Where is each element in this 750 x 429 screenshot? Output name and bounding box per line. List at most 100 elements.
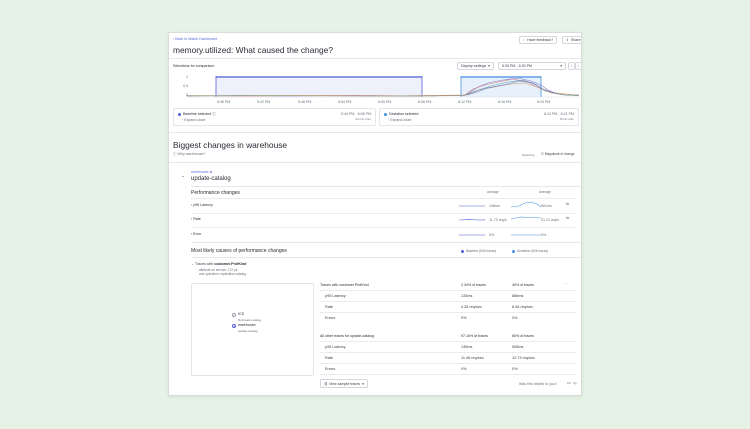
chevron-right-icon: › (191, 217, 194, 221)
table1-row-label: Errors (325, 316, 336, 320)
chevron-down-icon: ▾ (362, 381, 364, 386)
chevron-left-icon: ‹ (570, 64, 573, 68)
baseline-average-header: Average (487, 190, 499, 194)
legend-deviation-swatch (512, 249, 515, 253)
rate-sparkline (459, 216, 542, 221)
table2-row-deviation: 0% (512, 367, 518, 371)
table2-col-deviation: 60% of traces (512, 334, 534, 338)
flow-node-circle (232, 313, 236, 317)
x-tick: 6:12 PM (458, 100, 472, 104)
display-settings-select[interactable]: Display settings ▾ (457, 62, 494, 70)
share-button[interactable]: ⇪ Share (562, 36, 581, 44)
deviation-time: 6:13 PM - 6:21 PM (544, 112, 574, 116)
baseline-time: 5:44 PM - 6:08 PM (341, 112, 371, 116)
baseline-selection-area (216, 76, 422, 97)
chevron-right-icon: › (388, 118, 391, 122)
chevron-right-icon: › (182, 118, 185, 122)
compare-icon[interactable]: ⇆ (566, 216, 570, 220)
external-link-icon: ⧉ (208, 170, 213, 174)
sort-select[interactable]: ☰ Magnitude of change (541, 152, 575, 156)
sort-icon: ☰ (541, 152, 545, 156)
more-options-icon[interactable]: ··· (565, 282, 569, 286)
table1-row-deviation: 8.46 req/sec (512, 305, 533, 309)
chevron-right-icon: › (191, 203, 194, 207)
y-tick: 0.5 (183, 84, 188, 88)
table2-row-label: p95 Latency (325, 345, 346, 349)
x-tick: 6:06 PM (418, 100, 432, 104)
service-link[interactable]: warehouse ⧉ (191, 170, 213, 174)
deviation-selection-area (461, 76, 541, 97)
flow-node-warehouse-sub: update-catalog (238, 329, 258, 333)
legend-baseline-swatch (461, 249, 464, 253)
traces-icon: ⇶ (324, 381, 328, 386)
collapse-chevron-icon[interactable]: ⌄ (181, 173, 185, 178)
why-warehouse-link[interactable]: ⓘ Why warehouse? (173, 152, 206, 156)
help-icon: ⓘ (173, 152, 178, 156)
error-deviation-value: 0% (541, 233, 547, 237)
x-tick: 5:48 PM (298, 100, 312, 104)
deviation-expand-link[interactable]: › Expand chart (388, 118, 412, 122)
flow-node-ics-sub: ReCreate catalog (238, 318, 262, 322)
baseline-dot (178, 112, 181, 116)
legend-baseline: Baseline (534 traces) (461, 249, 496, 253)
table2-header: All other traces for update-catalog (320, 334, 374, 338)
x-tick: 5:42 PM (257, 100, 271, 104)
table2-row-label: Rate (325, 356, 334, 360)
table1-row-deviation: 0% (512, 316, 518, 320)
table1-col-baseline: 2.34% of traces (461, 283, 486, 287)
analysis-card: ‹ Back to Watch Dashboard memory.utilize… (168, 32, 582, 396)
chevron-right-icon: › (191, 232, 194, 236)
share-icon: ⇪ (566, 38, 570, 42)
prev-range-button[interactable]: ‹ (568, 62, 575, 70)
time-range-select[interactable]: 5:30 PM - 6:30 PM ▾ (498, 62, 566, 70)
trace-subtitle-2: and operation: replication catalog (199, 272, 246, 276)
baseline-label: Baseline selected (183, 112, 212, 116)
deviation-duration: 8 min 1pm (559, 117, 574, 121)
trace-group-toggle[interactable]: ⌄ Traces with customer.ProfKind (191, 262, 247, 266)
x-tick: 6:00 PM (378, 100, 392, 104)
baseline-summary: Baseline selected ⓘ › Expand chart 5:44 … (173, 108, 376, 126)
table1-row-baseline: 0.28 req/sec (461, 305, 482, 309)
memory-timeseries-chart[interactable] (173, 73, 581, 107)
table2-row-label: Errors (325, 367, 336, 371)
latency-sparkline (459, 201, 542, 208)
flow-node-ics: ICS (238, 312, 244, 316)
baseline-expand-link[interactable]: › Expand chart (182, 118, 206, 122)
table2-row-deviation: 12.73 req/sec (512, 356, 536, 360)
table1-row-label: p95 Latency (325, 294, 346, 298)
compare-icon[interactable]: ⇆ (566, 202, 570, 206)
trace-attribute-tag: customer.ProfKind (214, 262, 247, 266)
deviation-label: Deviation selected (389, 112, 419, 116)
performance-title: Performance changes (191, 190, 240, 196)
latency-deviation-value: 561ms (541, 204, 552, 208)
deviation-average-header: Average (539, 190, 551, 194)
causes-title: Most likely causes of performance change… (191, 248, 287, 254)
table2-row-baseline: 135ms (461, 345, 473, 349)
operation-name: update-catalog (191, 176, 231, 182)
info-icon: ⓘ (212, 112, 216, 116)
x-tick: 6:24 PM (537, 100, 551, 104)
flow-node-selected (232, 324, 236, 328)
trace-subtitle-1: attribute on service: 172 µs (199, 268, 238, 272)
metric-row-rate[interactable]: › Rate (191, 217, 201, 221)
table1-header: Traces with customer.ProfKind (320, 283, 369, 287)
metric-row-latency[interactable]: › p95 Latency (191, 203, 213, 207)
x-tick: 6:18 PM (498, 100, 512, 104)
table2-col-baseline: 97.16% of traces (461, 334, 488, 338)
helpful-prompt: Was this helpful to you? (519, 382, 558, 386)
latency-baseline-value: 148ms (489, 204, 500, 208)
back-link[interactable]: ‹ Back to Watch Dashboard (173, 37, 217, 41)
metric-row-error[interactable]: › Error (191, 232, 202, 236)
table1-row-label: Rate (325, 305, 334, 309)
thumbs-down-icon[interactable]: 👎︎ (573, 381, 577, 385)
x-tick: 5:36 PM (217, 100, 231, 104)
feedback-button[interactable]: ◌ Have feedback? (519, 36, 558, 44)
next-range-button[interactable]: › (575, 62, 581, 70)
thumbs-up-icon[interactable]: 👍︎ (567, 381, 571, 385)
chart-series (186, 77, 580, 97)
error-sparkline (459, 234, 541, 236)
chevron-down-icon: ▾ (488, 64, 490, 68)
view-sample-traces-button[interactable]: ⇶ View sample traces ▾ (320, 379, 368, 388)
table2-row-baseline: 0% (461, 367, 467, 371)
flow-node-warehouse: warehouse (238, 323, 256, 327)
